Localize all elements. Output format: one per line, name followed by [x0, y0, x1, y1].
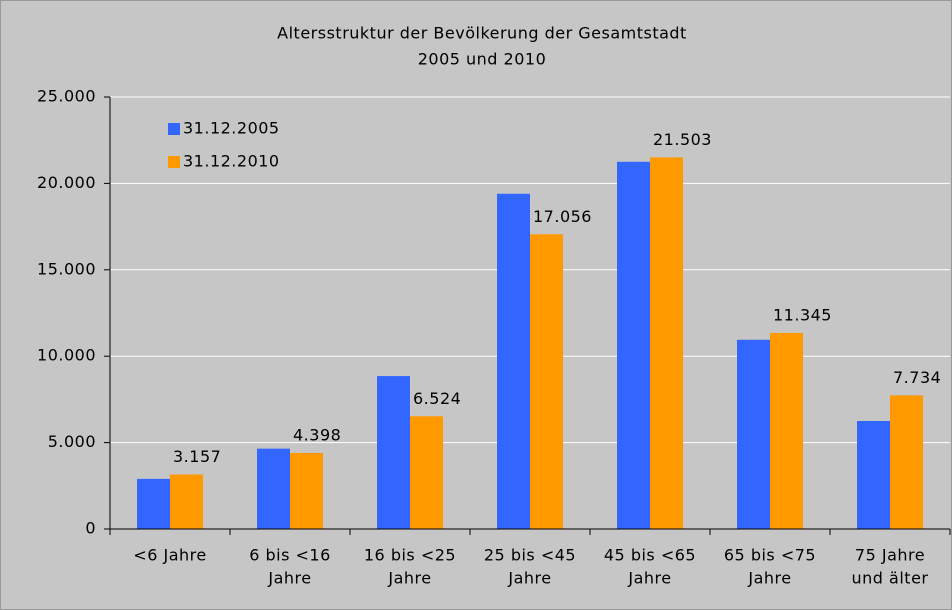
legend-swatch: [168, 156, 180, 168]
bar: [530, 234, 563, 529]
data-label: 21.503: [653, 130, 712, 149]
bar: [137, 478, 170, 529]
legend-swatch: [168, 123, 180, 135]
x-tick-label: 16 bis <25: [364, 546, 456, 565]
y-tick-label: 20.000: [37, 173, 96, 192]
x-tick-label: 6 bis <16: [249, 546, 331, 565]
legend-label: 31.12.2010: [183, 152, 280, 171]
x-tick-label: Jahre: [507, 569, 551, 588]
bar: [170, 474, 203, 529]
bar: [737, 339, 770, 529]
bar: [770, 332, 803, 529]
x-tick-label: 75 Jahre: [855, 546, 925, 565]
bar: [617, 161, 650, 530]
y-tick-label: 0: [85, 519, 96, 538]
y-tick-label: 5.000: [48, 432, 96, 451]
x-tick-label: und älter: [852, 569, 929, 588]
legend-label: 31.12.2005: [183, 119, 280, 138]
chart-title: Altersstruktur der Bevölkerung der Gesam…: [277, 24, 687, 43]
x-tick-label: Jahre: [267, 569, 311, 588]
y-tick-label: 15.000: [37, 259, 96, 278]
bar: [497, 193, 530, 529]
data-label: 3.157: [173, 447, 221, 466]
bar: [857, 421, 890, 529]
y-tick-label: 25.000: [37, 87, 96, 106]
x-tick-label: Jahre: [747, 569, 791, 588]
y-tick-label: 10.000: [37, 346, 96, 365]
bar: [257, 448, 290, 529]
data-label: 11.345: [773, 305, 832, 324]
x-tick-label: <6 Jahre: [133, 546, 206, 565]
x-tick-label: 45 bis <65: [604, 546, 696, 565]
bar: [650, 157, 683, 529]
data-label: 4.398: [293, 426, 341, 445]
bar: [377, 376, 410, 529]
bar: [890, 395, 923, 529]
data-label: 7.734: [893, 368, 941, 387]
x-tick-label: Jahre: [627, 569, 671, 588]
x-tick-label: 65 bis <75: [724, 546, 816, 565]
data-label: 6.524: [413, 389, 461, 408]
chart-subtitle: 2005 und 2010: [418, 50, 547, 69]
x-tick-label: Jahre: [387, 569, 431, 588]
bar: [290, 453, 323, 529]
x-tick-label: 25 bis <45: [484, 546, 576, 565]
data-label: 17.056: [533, 207, 592, 226]
bar: [410, 416, 443, 529]
